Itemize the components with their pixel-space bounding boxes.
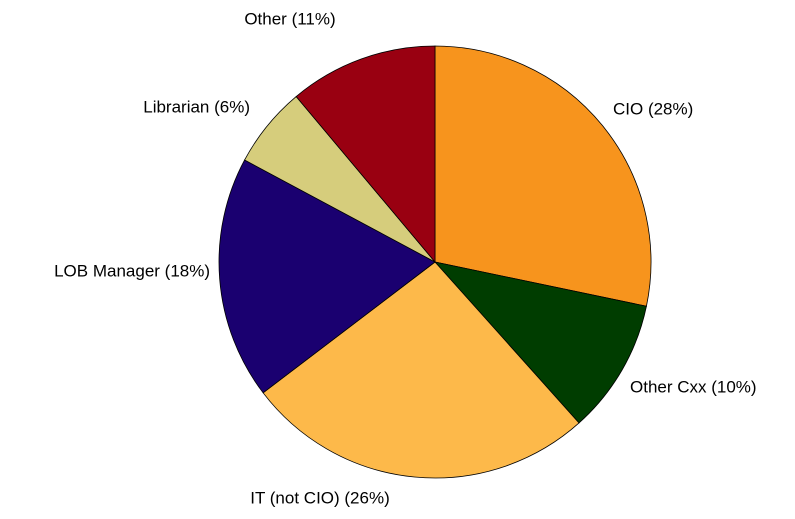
slice-label: LOB Manager (18%) (54, 261, 210, 280)
pie-slice (433, 261, 647, 424)
pie-slice (218, 159, 436, 394)
slice-label: Other (11%) (244, 9, 335, 28)
slice-label: IT (not CIO) (26%) (250, 488, 390, 507)
slice-label: Librarian (6%) (143, 97, 250, 116)
pie-slice (262, 261, 580, 479)
pie-slice (295, 45, 436, 264)
pie-slice (434, 45, 652, 307)
slice-label: CIO (28%) (613, 99, 693, 118)
slice-label: Other Cxx (10%) (630, 377, 757, 396)
